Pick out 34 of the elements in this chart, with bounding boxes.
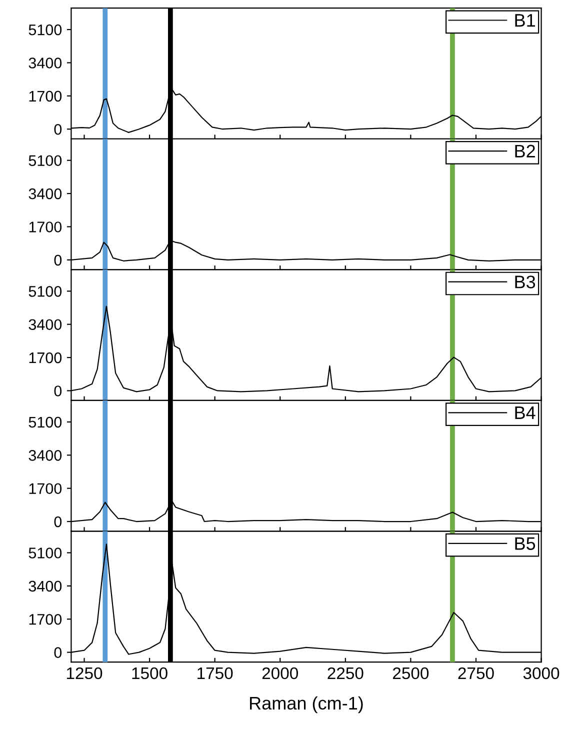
legend-label: B4 — [515, 406, 536, 419]
x-tick-label: 1250 — [66, 667, 102, 680]
y-tick-label: 0 — [54, 647, 62, 658]
x-tick-label: 1750 — [198, 667, 233, 680]
x-tick-label: 2000 — [262, 667, 298, 680]
y-tick-label: 3400 — [28, 58, 62, 68]
y-tick-label: 1700 — [29, 90, 62, 102]
x-tick-label: 2750 — [458, 667, 494, 680]
x-tick-label: 2250 — [328, 667, 364, 680]
y-tick-label: 3400 — [28, 450, 62, 461]
x-tick-label: 2500 — [392, 667, 429, 680]
y-tick-label: 0 — [54, 254, 62, 266]
y-tick-label: 1700 — [29, 614, 62, 625]
x-tick-label: 1500 — [132, 667, 168, 680]
y-tick-label: 1700 — [29, 352, 62, 364]
legend-label: B2 — [515, 144, 535, 158]
legend-label: B5 — [515, 537, 536, 550]
y-tick-label: 5100 — [28, 286, 62, 297]
y-tick-label: 1700 — [29, 222, 62, 232]
y-tick-label: 5100 — [28, 548, 62, 558]
x-axis-title: Raman (cm-1) — [250, 696, 363, 714]
y-tick-label: 1700 — [29, 483, 62, 494]
y-tick-label: 5100 — [28, 416, 62, 428]
legend-label: B3 — [515, 276, 536, 288]
legend-label: B1 — [515, 14, 535, 27]
y-tick-label: 0 — [54, 516, 62, 528]
y-tick-label: 3400 — [28, 580, 62, 592]
y-tick-label: 5100 — [28, 24, 62, 36]
y-tick-label: 3400 — [28, 319, 62, 330]
y-tick-label: 0 — [54, 124, 62, 135]
y-tick-label: 5100 — [28, 155, 62, 166]
y-tick-label: 0 — [54, 386, 62, 396]
y-tick-label: 3400 — [28, 188, 62, 200]
x-tick-label: 3000 — [523, 667, 560, 680]
